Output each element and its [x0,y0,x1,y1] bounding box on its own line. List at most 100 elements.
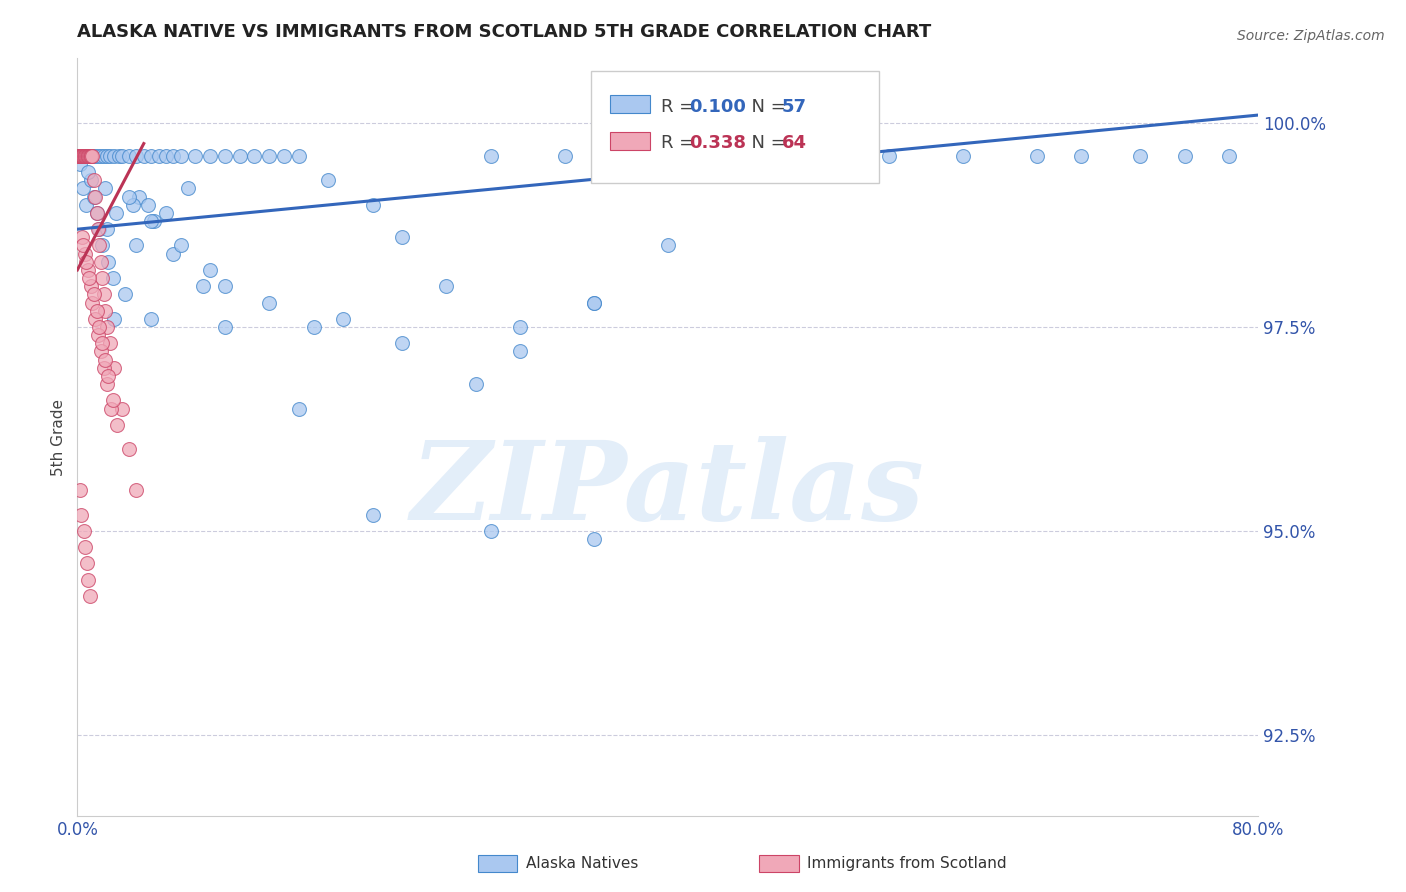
Point [952,149,974,163]
Point [87,222,110,236]
Point [83,287,105,301]
Text: N =: N = [740,134,792,152]
Point [583,532,606,546]
Point [162,149,184,163]
Point [1174,149,1197,163]
Point [96,320,118,334]
Point [77,573,100,587]
Text: 0.100: 0.100 [689,98,745,116]
Point [94,352,117,367]
Point [657,238,679,252]
Point [103,149,125,163]
Point [90,149,112,163]
Point [1070,149,1092,163]
Point [361,198,384,212]
Point [107,149,129,163]
Point [72,149,94,163]
Point [87,328,110,343]
Point [465,377,488,392]
Point [97,254,120,268]
Point [96,222,118,236]
Point [72,149,94,163]
Point [86,303,108,318]
Point [332,311,354,326]
Point [69,157,91,171]
Point [70,149,93,163]
Point [184,149,207,163]
Text: R =: R = [661,98,700,116]
Point [75,254,97,268]
Point [89,320,111,334]
Point [141,149,163,163]
Point [73,149,96,163]
Point [391,230,413,244]
Point [73,149,96,163]
Point [101,393,124,408]
Point [804,149,827,163]
Point [170,238,193,252]
Point [76,263,98,277]
Point [214,279,236,293]
Point [114,287,136,301]
Point [77,149,100,163]
Point [170,149,193,163]
Point [104,206,127,220]
Point [96,149,118,163]
Point [70,508,93,522]
Point [686,149,709,163]
Point [122,198,145,212]
Point [214,149,236,163]
Point [118,442,141,457]
Point [91,238,114,252]
Point [76,557,98,571]
Text: ZIPatlas: ZIPatlas [411,436,925,544]
Text: 0.338: 0.338 [689,134,747,152]
Point [67,149,90,163]
Point [69,149,91,163]
Point [82,295,104,310]
Point [84,149,107,163]
Point [83,173,105,187]
Point [79,173,101,187]
Point [214,320,236,334]
Point [273,149,295,163]
Point [259,295,281,310]
Point [98,149,121,163]
Point [76,165,98,179]
Point [94,181,117,195]
Point [67,149,90,163]
Point [391,336,413,351]
Point [79,589,101,603]
Text: Alaska Natives: Alaska Natives [526,856,638,871]
Point [84,311,107,326]
Point [73,246,96,260]
Text: 57: 57 [782,98,807,116]
Point [259,149,281,163]
Point [75,149,97,163]
Point [94,303,117,318]
Point [125,483,148,497]
Text: 64: 64 [782,134,807,152]
Point [70,149,93,163]
Point [191,279,214,293]
Point [125,149,148,163]
Point [90,254,112,268]
Point [228,149,252,163]
Point [75,198,97,212]
Point [82,149,104,163]
Point [141,311,163,326]
Point [288,149,311,163]
Point [148,149,170,163]
Point [77,149,100,163]
Point [177,181,200,195]
Point [96,377,118,392]
Point [155,206,177,220]
Point [90,344,112,359]
Point [288,401,311,416]
Point [89,222,111,236]
Point [72,238,94,252]
Point [79,279,101,293]
Point [80,149,103,163]
Point [302,320,325,334]
Point [70,230,93,244]
